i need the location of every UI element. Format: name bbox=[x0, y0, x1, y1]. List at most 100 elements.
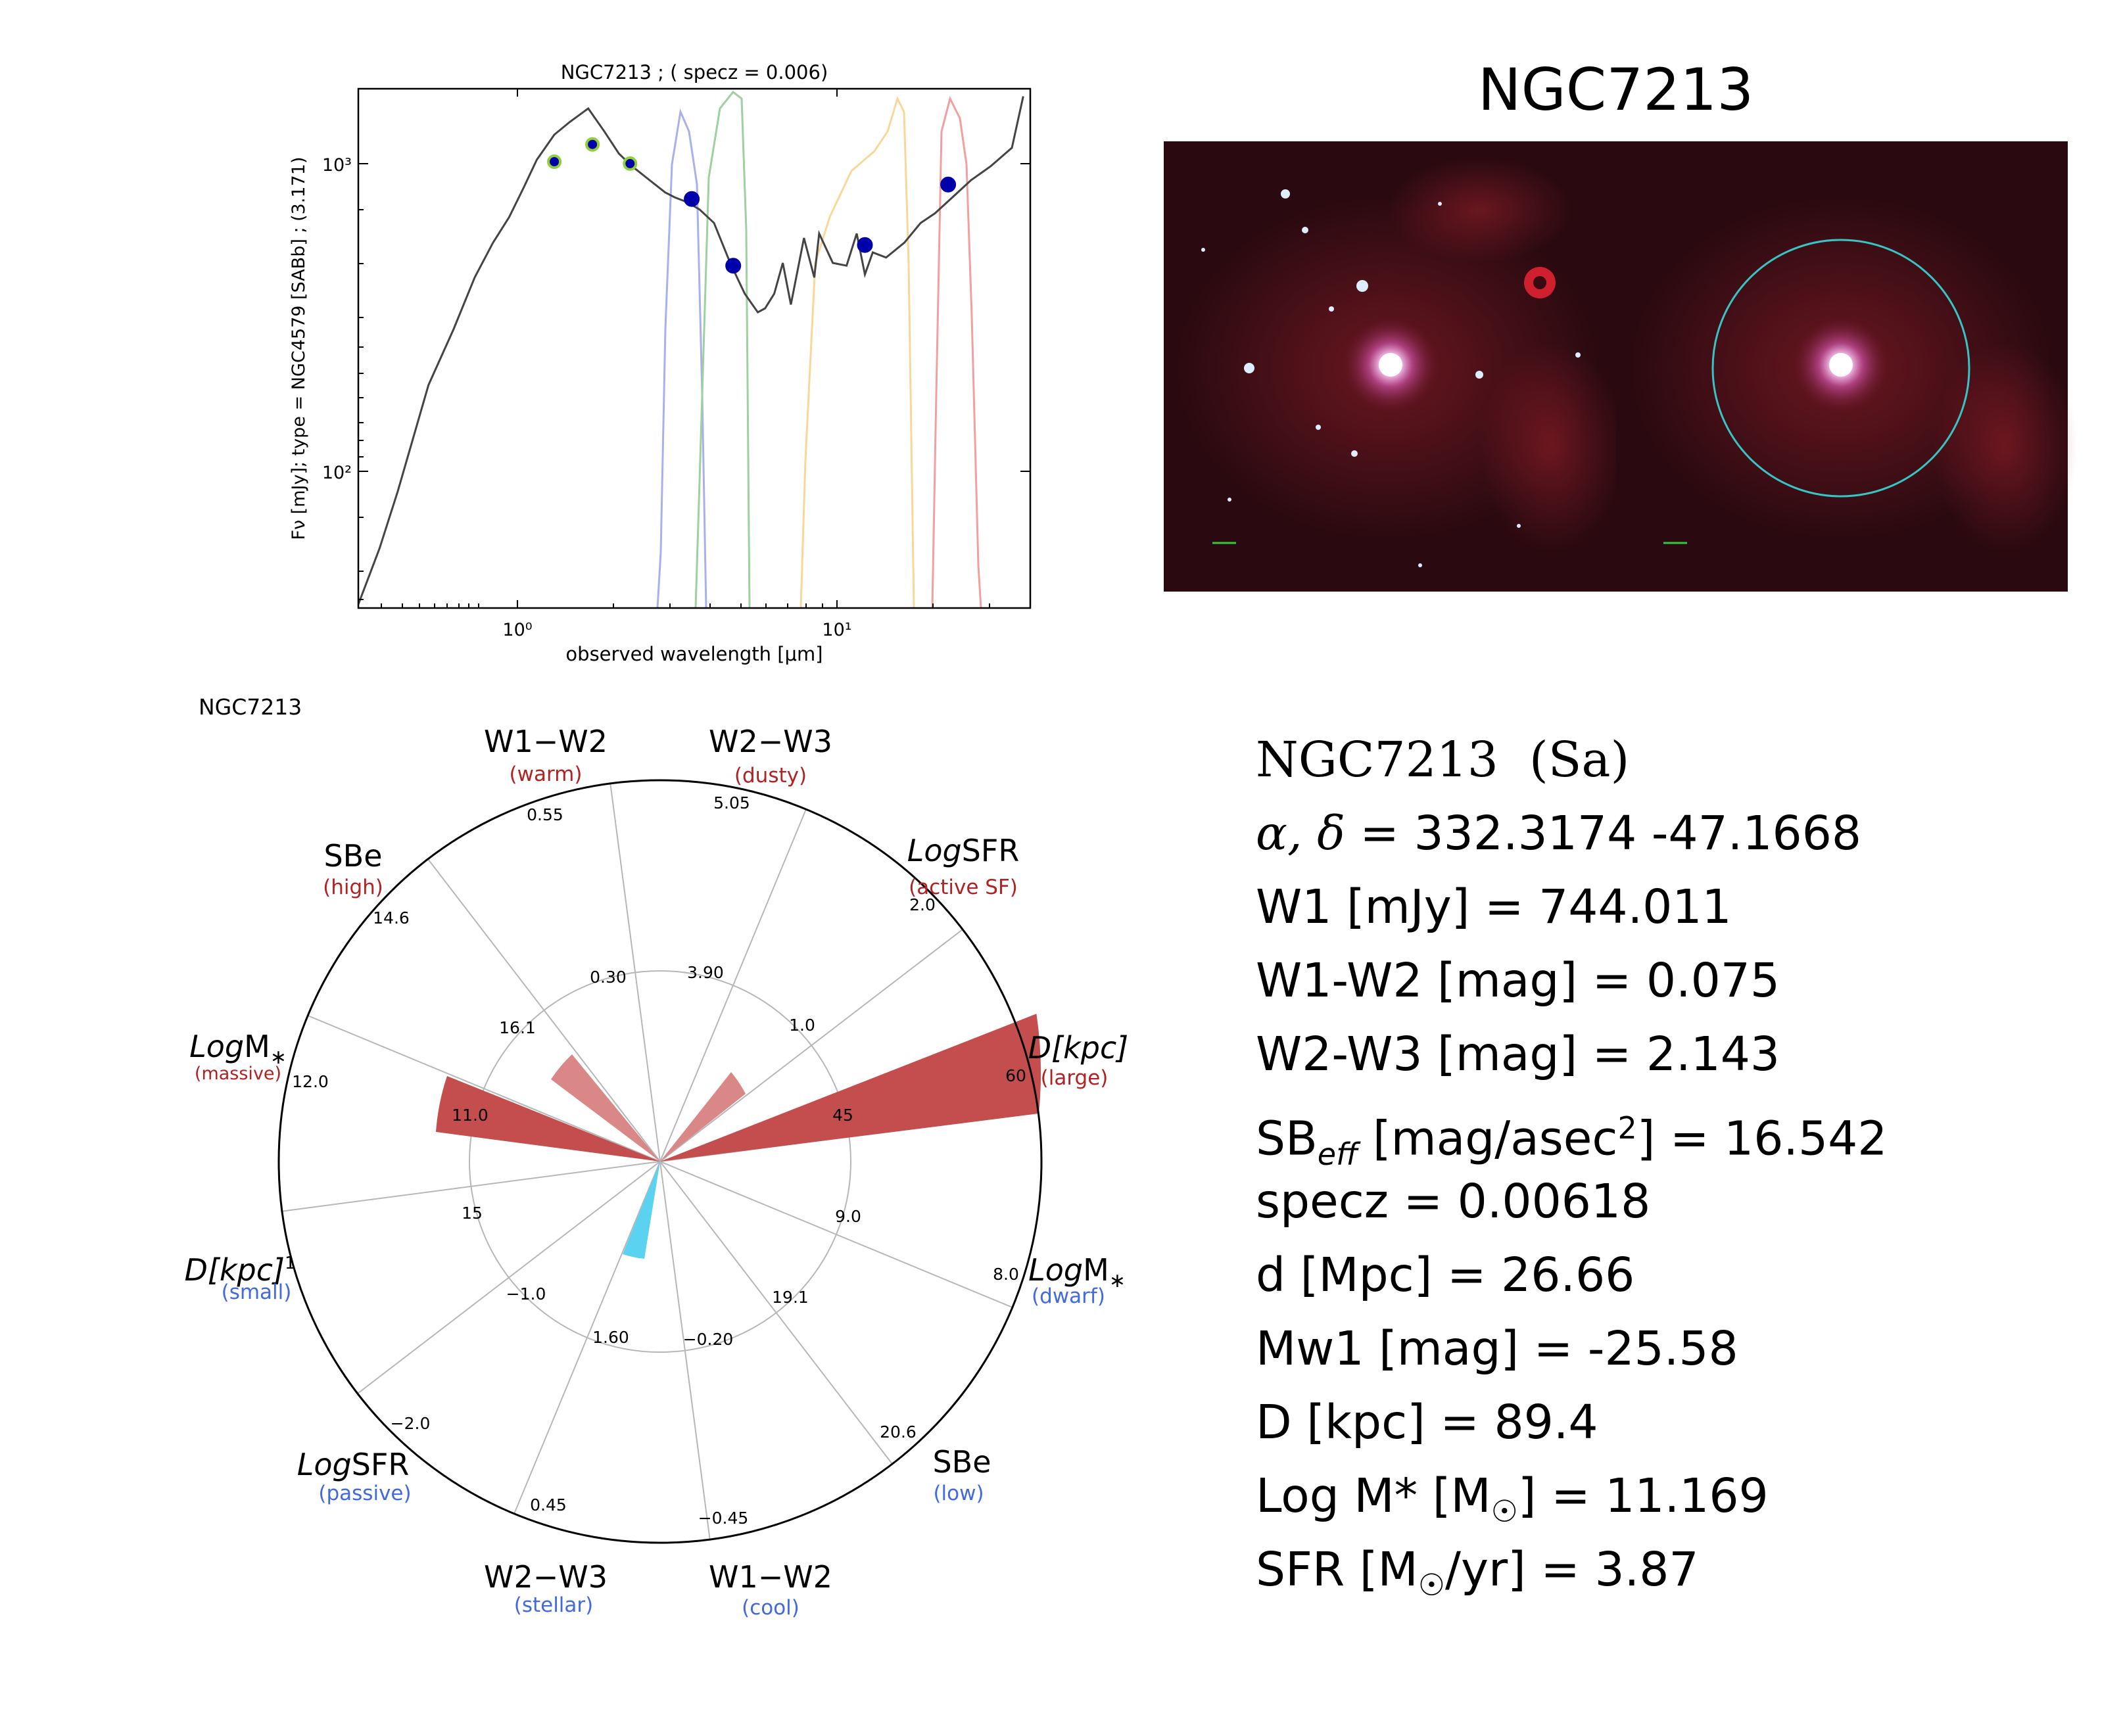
sed-axes-frame bbox=[357, 87, 1032, 609]
radar-tick: −1.0 bbox=[506, 1284, 546, 1303]
sfr-row: SFR [M☉/yr] = 3.87 bbox=[1256, 1533, 2097, 1607]
sed-xtick-label: 10⁰ bbox=[502, 620, 532, 640]
radar-axis-name: D[kpc] bbox=[1028, 1030, 1128, 1066]
radar-bars bbox=[436, 1014, 1041, 1259]
radar-tick: −0.45 bbox=[698, 1509, 749, 1528]
radar-tick: 8.0 bbox=[993, 1265, 1019, 1284]
radar-mid-ring bbox=[469, 970, 851, 1353]
mw1-row: Mw1 [mag] = -25.58 bbox=[1256, 1321, 1738, 1376]
filter-curve-w2 bbox=[694, 90, 751, 608]
sb-mid: [mag/asec bbox=[1358, 1111, 1618, 1166]
radar-tick: 11.0 bbox=[452, 1106, 489, 1125]
sed-photometry-points bbox=[547, 137, 957, 274]
radar-tick: 19.1 bbox=[772, 1288, 809, 1307]
radar-axis-tag: (active SF) bbox=[909, 876, 1018, 899]
sed-title: NGC7213 ; ( specz = 0.006) bbox=[561, 61, 828, 83]
radar-tick: 0.45 bbox=[530, 1495, 567, 1514]
filter-curve-w1 bbox=[656, 108, 707, 608]
diameter-row: D [kpc] = 89.4 bbox=[1256, 1395, 1598, 1449]
radar-axis-tag: (low) bbox=[933, 1482, 984, 1505]
info-panel: NGC7213 (Sa) α, δ = 332.3174 -47.1668 W1… bbox=[1256, 723, 2097, 1607]
radar-tick: 3.90 bbox=[687, 963, 724, 982]
radar-axis-name: W2−W3 bbox=[709, 724, 832, 759]
sed-x-axis-label: observed wavelength [μm] bbox=[565, 643, 823, 665]
specz-row: specz = 0.00618 bbox=[1256, 1174, 1651, 1229]
radar-axis-name: LogSFR bbox=[907, 833, 1020, 868]
radar-tick: 45 bbox=[832, 1106, 853, 1125]
coords-row: α, δ = 332.3174 -47.1668 bbox=[1256, 797, 2097, 870]
radar-axis-tag: (passive) bbox=[318, 1482, 411, 1505]
radar-axis-tag: (dwarf) bbox=[1032, 1284, 1105, 1308]
logm-row: Log M* [M☉] = 11.169 bbox=[1256, 1459, 2097, 1533]
sed-photometry-point bbox=[940, 176, 957, 193]
sb-sup: 2 bbox=[1617, 1110, 1637, 1146]
radar-axis-tag: (warm) bbox=[510, 762, 583, 786]
sed-photometry-point bbox=[585, 137, 600, 152]
radar-bar-dkpc-large bbox=[660, 1014, 1041, 1161]
radar-axis-tag: (dusty) bbox=[734, 764, 807, 787]
image-panel bbox=[1164, 141, 2078, 592]
radar-axis-name: W1−W2 bbox=[709, 1559, 832, 1595]
coords-value: = 332.3174 -47.1668 bbox=[1345, 806, 1862, 860]
aperture-circle bbox=[1711, 239, 1970, 498]
radar-axis-name: W2−W3 bbox=[484, 1559, 608, 1595]
w1w2-row: W1-W2 [mag] = 0.075 bbox=[1256, 953, 1780, 1008]
filter-curves bbox=[656, 90, 982, 608]
image-cutout-left bbox=[1164, 141, 1624, 592]
sed-photometry-point bbox=[684, 191, 700, 207]
image-panel-title: NGC7213 bbox=[1477, 56, 1754, 124]
galaxy-name-type: NGC7213 (Sa) bbox=[1256, 732, 1630, 788]
sed-photometry-point bbox=[547, 154, 562, 169]
sed-ytick-label: 10² bbox=[322, 463, 352, 483]
radar-tick: 12.0 bbox=[292, 1072, 329, 1091]
radar-outer-ring bbox=[277, 779, 1043, 1544]
radar-tick: 16.1 bbox=[499, 1018, 536, 1037]
radar-galaxy-name: NGC7213 bbox=[199, 694, 302, 720]
sed-photometry-point bbox=[857, 237, 873, 253]
radar-bar-logm-massive bbox=[436, 1076, 660, 1161]
distance-row: d [Mpc] = 26.66 bbox=[1256, 1248, 1635, 1302]
radar-axis-name: W1−W2 bbox=[484, 724, 608, 759]
sun-symbol: ☉ bbox=[1418, 1567, 1446, 1603]
radar-tick: 1.60 bbox=[592, 1328, 629, 1347]
radar-tick: 0.30 bbox=[590, 968, 627, 987]
radar-panel: NGC7213 60 45 bbox=[185, 694, 1129, 1620]
sfr-post: /yr] = 3.87 bbox=[1445, 1542, 1699, 1597]
radar-bar-w2w3-stellar bbox=[623, 1161, 660, 1259]
sed-ticks bbox=[358, 89, 1030, 608]
radar-tick: 9.0 bbox=[835, 1207, 861, 1226]
filter-curve-w4 bbox=[931, 95, 982, 608]
radar-tick: 15 bbox=[462, 1204, 483, 1223]
sed-y-axis-label: Fν [mJy]; type = NGC4579 [SABb] ; (3.171… bbox=[289, 156, 309, 540]
radar-tick: 60 bbox=[1005, 1066, 1026, 1085]
radar-bar-logsfr-active bbox=[660, 1072, 746, 1161]
sfr-pre: SFR [M bbox=[1256, 1542, 1418, 1597]
radar-tick: −0.20 bbox=[683, 1330, 734, 1349]
sb-pre: SB bbox=[1256, 1111, 1318, 1166]
sb-sub: eff bbox=[1317, 1136, 1358, 1172]
logm-pre: Log M* [M bbox=[1256, 1468, 1491, 1523]
radar-axis-tag: (high) bbox=[323, 876, 383, 899]
radar-axis-name: SBe bbox=[932, 1444, 991, 1480]
sed-photometry-point bbox=[725, 258, 742, 274]
w1-row: W1 [mJy] = 744.011 bbox=[1256, 880, 1732, 934]
logm-post: ] = 11.169 bbox=[1517, 1468, 1769, 1523]
radar-axis-tag: (stellar) bbox=[514, 1593, 594, 1617]
sun-symbol: ☉ bbox=[1491, 1493, 1518, 1530]
sb-row: SBeff [mag/asec2] = 16.542 bbox=[1256, 1091, 2097, 1172]
radar-axis-tag: (cool) bbox=[742, 1596, 799, 1620]
radar-tick: 5.05 bbox=[713, 793, 750, 812]
filter-curve-w3 bbox=[799, 95, 915, 608]
radar-axis-tag: (small) bbox=[222, 1280, 292, 1304]
radar-tick: 0.55 bbox=[527, 805, 563, 824]
sed-photometry-point bbox=[623, 156, 638, 171]
radar-tick: 1.0 bbox=[789, 1016, 815, 1035]
radar-tick: −2.0 bbox=[391, 1414, 431, 1433]
radar-axis-name: D[kpc]1 bbox=[185, 1252, 296, 1288]
image-cutout-right bbox=[1616, 141, 2078, 592]
radar-axis-name: LogM∗ bbox=[189, 1029, 287, 1069]
radar-tick: 14.6 bbox=[373, 908, 410, 927]
coords-symbol: α, δ bbox=[1256, 806, 1345, 860]
radar-axis-name: LogSFR bbox=[297, 1447, 410, 1482]
